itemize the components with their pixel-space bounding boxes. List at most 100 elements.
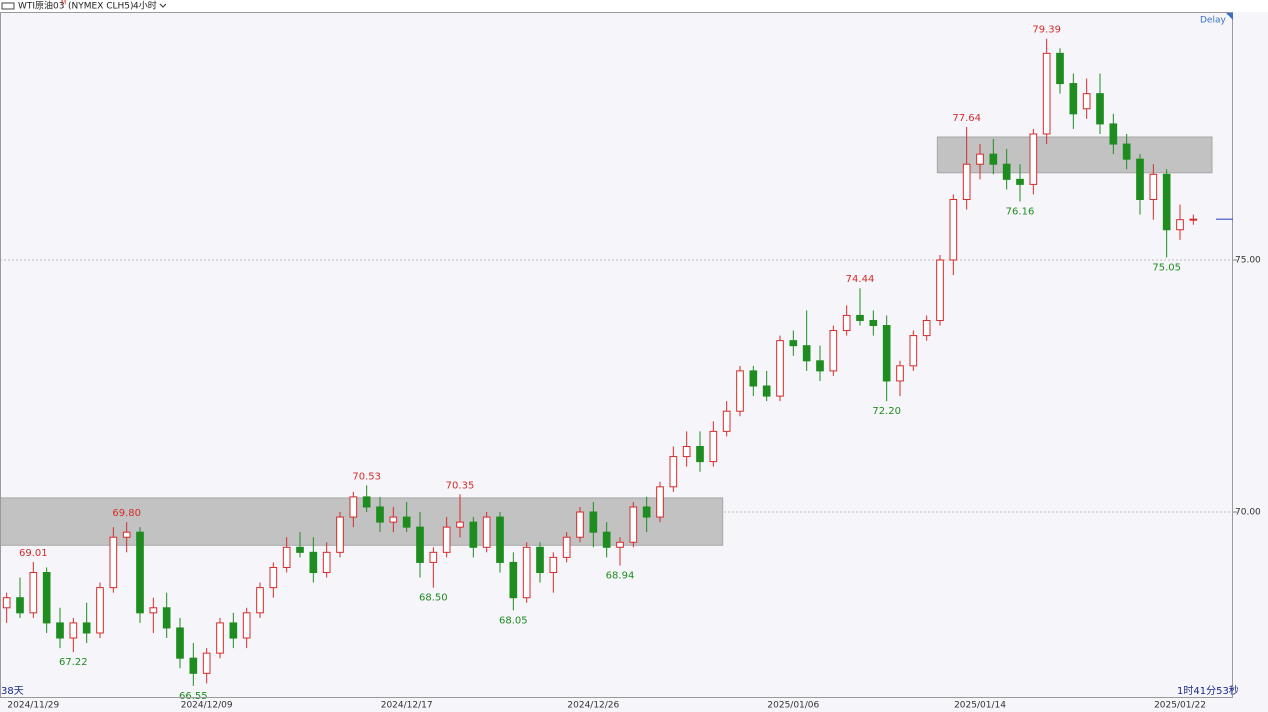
candle-body [869, 319, 878, 327]
symbol: WTI原油03 [18, 0, 65, 12]
candle-body [536, 546, 544, 574]
x-tick-label: 2024/12/17 [381, 701, 433, 711]
candle-body [336, 516, 344, 553]
candle-body [402, 516, 411, 528]
candle-body [309, 551, 318, 574]
candle-body [762, 385, 771, 397]
high-label: 79.39 [1032, 25, 1061, 36]
candle-body [362, 496, 371, 508]
candle-body [976, 153, 984, 165]
candle-body [842, 314, 851, 332]
high-label: 70.35 [446, 480, 475, 491]
candle-body [882, 325, 891, 382]
high-label: 74.44 [846, 274, 875, 285]
candle-body [282, 546, 291, 568]
candle-body [176, 627, 184, 659]
x-tick-label: 2025/01/06 [767, 701, 819, 711]
interval-dropdown[interactable] [159, 3, 167, 8]
candle-body [69, 622, 78, 639]
candle-body [789, 340, 798, 347]
candle-body [149, 607, 158, 614]
candle-body [749, 370, 758, 387]
x-tick-label: 2024/11/29 [7, 701, 59, 711]
candle-body [776, 340, 784, 397]
candle-body [856, 314, 864, 321]
low-label: 76.16 [1006, 207, 1035, 218]
candle-body [296, 546, 304, 553]
high-label: 70.53 [352, 471, 381, 482]
candle-body [416, 526, 424, 563]
low-label: 67.22 [59, 657, 88, 668]
badge: M [61, 0, 66, 7]
candle-body [482, 516, 491, 548]
candle-body [1029, 133, 1038, 185]
low-label: 68.94 [606, 570, 635, 581]
candle-body [669, 456, 678, 488]
delay-label: Delay [1200, 16, 1226, 26]
candle-body [1109, 123, 1118, 145]
candle-body [722, 410, 731, 432]
candle-body [562, 536, 571, 558]
candle-body [802, 345, 811, 362]
candle-body [896, 365, 904, 382]
candle-body [1096, 93, 1104, 125]
candle-body [29, 572, 38, 614]
candle-body [16, 597, 24, 614]
x-tick-label: 2025/01/14 [954, 701, 1006, 711]
low-label: 75.05 [1152, 262, 1181, 273]
candle-body [922, 319, 931, 337]
x-tick-label: 2024/12/09 [181, 701, 233, 711]
candle-body [122, 531, 131, 538]
candle-body [1189, 218, 1198, 221]
candle-body [1069, 83, 1078, 115]
x-tick-label: 2025/01/22 [1154, 701, 1206, 711]
candle-body [962, 163, 971, 201]
header-icon [1, 2, 15, 10]
candle-body [1042, 52, 1051, 135]
corner-marker [1226, 13, 1233, 20]
candle-body [82, 622, 91, 634]
candle-body [616, 541, 624, 548]
low-label: 66.55 [179, 691, 208, 702]
candle-body [1149, 173, 1158, 201]
candle-body [1082, 93, 1091, 110]
high-label: 77.64 [952, 113, 981, 124]
plot-frame [0, 12, 1233, 698]
candle-body [576, 511, 584, 538]
candle-body [496, 516, 504, 563]
candle-body [42, 572, 51, 624]
y-tick-label: 70.00 [1235, 508, 1261, 518]
candle-body [522, 546, 531, 599]
candle-body [2, 597, 11, 609]
candle-body [936, 259, 944, 321]
candle-body [269, 566, 278, 589]
candle-body [736, 370, 744, 412]
candle-body [642, 506, 651, 518]
candle-body [162, 607, 171, 629]
candle-body [682, 445, 691, 458]
candle-body [1002, 163, 1011, 180]
candle-body [656, 486, 664, 518]
footer-right: 1时41分53秒 [1177, 684, 1239, 697]
candle-body [202, 652, 211, 674]
candle-body [349, 496, 358, 518]
candle-body [189, 657, 198, 674]
candle-body [709, 430, 718, 463]
low-label: 68.05 [499, 615, 528, 626]
candle-body [1176, 219, 1184, 231]
candle-body [816, 360, 824, 372]
footer-left: 38天 [1, 686, 24, 697]
candle-body [229, 622, 238, 639]
x-tick-label: 2024/12/26 [567, 701, 619, 711]
low-label: 72.20 [872, 406, 901, 417]
candle-body [429, 551, 438, 563]
candle-body [509, 561, 518, 599]
candle-body [549, 556, 558, 574]
candle-body [442, 526, 451, 553]
candle-body [629, 506, 638, 543]
candle-body [136, 531, 144, 614]
interval[interactable]: 4小时 [133, 0, 157, 12]
low-label: 68.50 [419, 593, 448, 604]
candle-body [909, 335, 918, 367]
